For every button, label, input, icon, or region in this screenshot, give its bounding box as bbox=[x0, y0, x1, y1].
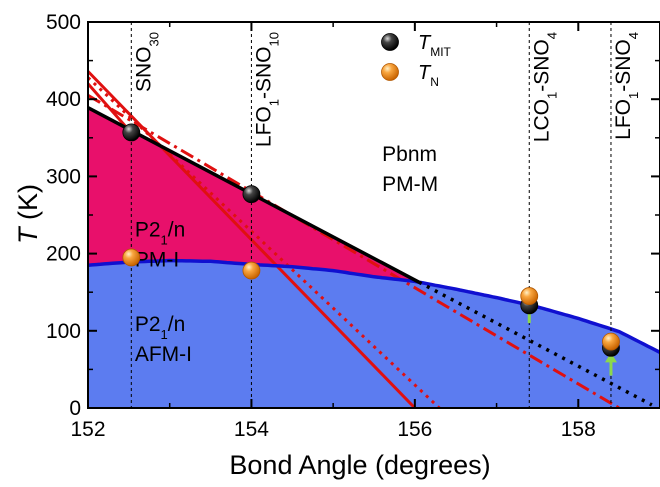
legend-label-0: TMIT bbox=[418, 32, 452, 59]
point-t_mit-0 bbox=[122, 123, 141, 142]
red-fit-line-dotted-1 bbox=[88, 76, 441, 408]
legend-label-1: TN bbox=[418, 62, 439, 89]
x-axis-label: Bond Angle (degrees) bbox=[229, 450, 490, 480]
data-points bbox=[122, 123, 620, 357]
region-label-2-1: PM-M bbox=[382, 173, 438, 196]
point-t_n-0 bbox=[122, 248, 141, 267]
red-fit-line-dashdot-2 bbox=[88, 94, 620, 408]
neel-boundary-curve bbox=[88, 258, 660, 354]
y-axis-label: T (K) bbox=[13, 184, 43, 244]
shift-arrow-1 bbox=[604, 352, 617, 376]
point-t_mit-1 bbox=[242, 185, 261, 204]
y-tick-label: 0 bbox=[69, 397, 81, 420]
sample-label-1: LFO1-SNO10 bbox=[252, 32, 281, 147]
sample-label-0: SNO30 bbox=[132, 32, 161, 92]
red-fit-line-solid-3 bbox=[88, 82, 130, 132]
sample-label-2: LCO1-SNO4 bbox=[530, 32, 559, 142]
point-t_n-3 bbox=[602, 332, 620, 351]
axes: 152 154 156 158 0 100 200 300 400 500 bbox=[46, 11, 660, 441]
sample-label-3: LFO1-SNO4 bbox=[612, 32, 641, 140]
x-tick-label: 156 bbox=[397, 418, 432, 441]
x-tick-label: 158 bbox=[561, 418, 596, 441]
fit-lines bbox=[88, 70, 660, 408]
point-t_n-2 bbox=[520, 287, 539, 305]
y-tick-label: 200 bbox=[46, 243, 81, 266]
y-tick-label: 400 bbox=[46, 88, 81, 111]
region-label-2-0: Pbnm bbox=[382, 143, 437, 166]
y-tick-label: 100 bbox=[46, 320, 81, 343]
region-label-0-0: P21/n bbox=[135, 219, 185, 248]
x-tick-label: 152 bbox=[70, 418, 105, 441]
legend-marker-0 bbox=[381, 33, 399, 51]
region-label-1-0: P21/n bbox=[135, 313, 185, 342]
y-tick-label: 500 bbox=[46, 11, 81, 34]
region-afm-i bbox=[88, 260, 660, 408]
point-t_n-1 bbox=[242, 261, 261, 280]
legend-marker-1 bbox=[381, 63, 399, 81]
region-label-0-1: PM-I bbox=[135, 249, 179, 272]
y-tick-label: 300 bbox=[46, 165, 81, 188]
sample-lines: SNO30 LFO1-SNO10 LCO1-SNO4 LFO1-SNO4 bbox=[130, 22, 641, 408]
region-label-1-1: AFM-I bbox=[135, 343, 192, 366]
legend: TMIT TN bbox=[381, 32, 452, 89]
x-tick-label: 154 bbox=[234, 418, 269, 441]
